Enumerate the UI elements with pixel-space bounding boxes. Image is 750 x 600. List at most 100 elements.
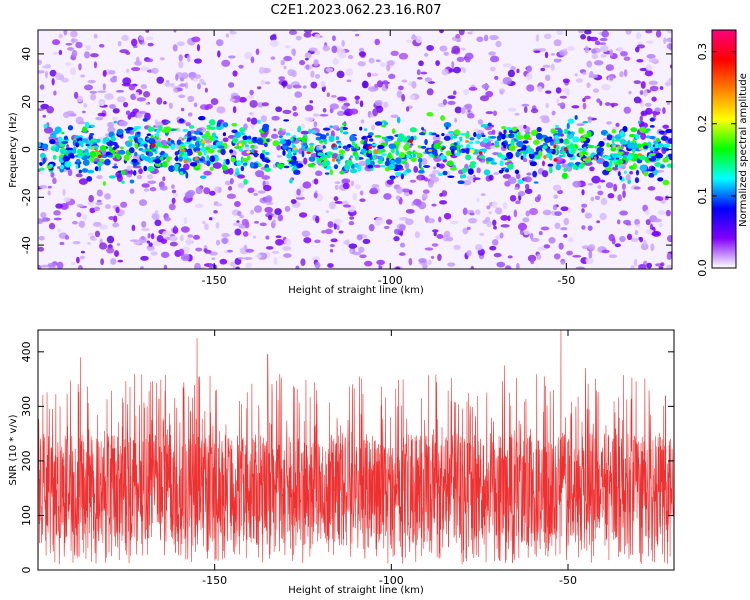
heat-cell <box>634 133 640 140</box>
heat-cell <box>79 255 85 260</box>
heat-cell <box>526 172 532 176</box>
heat-cell <box>192 234 201 240</box>
heat-cell <box>209 166 214 171</box>
heat-cell <box>617 171 621 177</box>
heat-cell <box>395 149 400 156</box>
heat-cell <box>445 126 449 130</box>
heat-cell <box>367 72 372 78</box>
heat-cell <box>507 255 513 259</box>
heat-cell <box>455 152 461 157</box>
heat-cell <box>243 244 248 251</box>
heat-cell <box>480 123 488 128</box>
heat-cell <box>181 72 189 80</box>
heat-cell <box>586 60 593 68</box>
heat-cell <box>253 205 263 213</box>
heat-cell <box>555 163 562 171</box>
heat-cell <box>514 186 519 190</box>
heat-cell <box>540 67 546 72</box>
heat-cell <box>273 128 277 132</box>
heat-hotspot <box>306 151 311 154</box>
heat-cell <box>346 79 352 83</box>
heat-cell <box>567 45 575 52</box>
heat-cell <box>566 122 570 130</box>
heat-hotspot <box>181 138 185 141</box>
heat-cell <box>240 165 245 172</box>
heat-cell <box>319 134 327 140</box>
heat-cell <box>51 78 55 86</box>
heat-cell <box>648 80 658 86</box>
heat-cell <box>104 158 111 166</box>
heat-cell <box>422 189 430 194</box>
heat-cell <box>122 77 132 85</box>
heat-cell <box>176 41 185 47</box>
heat-cell <box>229 149 234 154</box>
heat-hotspot <box>269 138 273 142</box>
heat-hotspot <box>115 149 118 153</box>
heat-cell <box>235 266 240 269</box>
heat-cell <box>584 30 592 35</box>
x-tick-label: -50 <box>557 274 575 287</box>
heat-cell <box>259 152 265 160</box>
heat-cell <box>494 139 500 147</box>
heat-cell <box>653 113 657 118</box>
heat-cell <box>209 155 216 163</box>
heat-cell <box>369 155 373 161</box>
heat-cell <box>405 218 414 226</box>
heat-cell <box>459 137 463 142</box>
heat-cell <box>584 45 589 54</box>
heat-cell <box>151 212 160 221</box>
heat-cell <box>73 91 79 99</box>
heat-cell <box>301 136 308 143</box>
heat-cell <box>42 216 46 223</box>
heat-cell <box>208 217 213 221</box>
heat-cell <box>374 134 382 138</box>
heat-cell <box>150 134 154 139</box>
heat-cell <box>630 127 638 133</box>
heat-cell <box>148 242 153 247</box>
heat-cell <box>581 225 586 230</box>
heat-cell <box>617 46 624 53</box>
heat-cell <box>336 224 340 231</box>
heat-cell <box>64 160 72 168</box>
heat-cell <box>367 164 374 169</box>
heat-cell <box>89 150 97 158</box>
heat-cell <box>309 100 314 104</box>
heat-cell <box>467 112 475 119</box>
heat-cell <box>67 47 74 51</box>
heat-cell <box>571 105 580 109</box>
heat-hotspot <box>428 149 433 152</box>
heat-cell <box>493 252 502 258</box>
heat-cell <box>82 214 87 221</box>
heat-cell <box>640 132 647 140</box>
heat-cell <box>354 184 361 190</box>
heat-cell <box>206 154 210 159</box>
heat-cell <box>222 137 229 143</box>
heat-cell <box>350 180 355 187</box>
heat-cell <box>600 45 609 53</box>
heat-cell <box>241 157 249 162</box>
heat-cell <box>228 55 236 59</box>
heat-cell <box>76 212 82 218</box>
heat-cell <box>206 160 211 167</box>
heat-cell <box>427 156 431 160</box>
heat-cell <box>370 160 375 165</box>
heat-cell <box>645 209 650 216</box>
heat-cell <box>649 125 655 128</box>
heat-cell <box>486 138 494 142</box>
heat-cell <box>75 173 83 178</box>
heat-cell <box>140 266 144 269</box>
heat-cell <box>649 85 659 92</box>
heat-cell <box>526 65 533 73</box>
heat-cell <box>566 250 573 256</box>
heat-cell <box>363 128 368 132</box>
heat-cell <box>80 74 86 78</box>
heat-cell <box>588 36 599 42</box>
heat-cell <box>452 90 457 96</box>
heat-cell <box>232 106 237 114</box>
heat-cell <box>535 132 543 140</box>
heat-cell <box>409 127 418 133</box>
heat-cell <box>516 140 524 148</box>
heat-cell <box>456 56 465 62</box>
heat-cell <box>621 183 626 190</box>
heat-cell <box>424 77 433 83</box>
